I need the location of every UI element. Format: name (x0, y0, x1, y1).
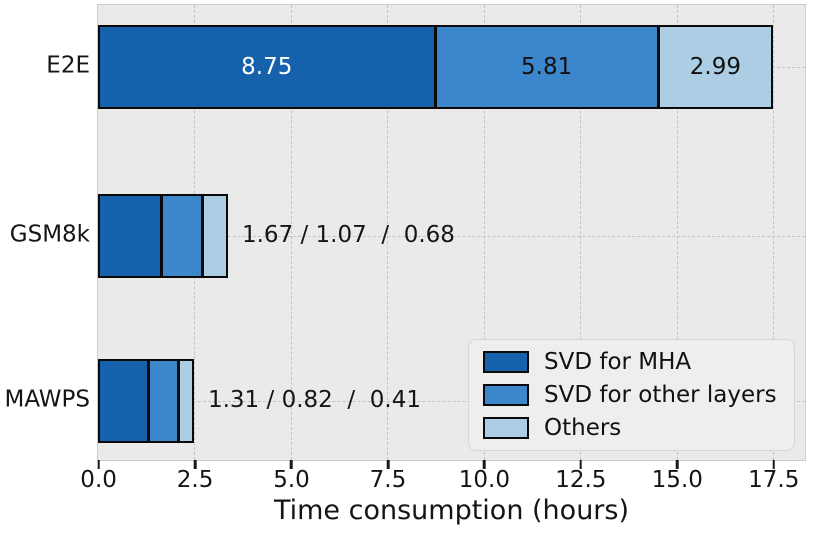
legend-entry: SVD for other layers (483, 382, 780, 408)
legend-swatch-others (483, 417, 529, 439)
bar-segment (178, 359, 194, 443)
category-label-mawps: MAWPS (4, 386, 90, 413)
bar-annotation: 1.31 / 0.82 / 0.41 (207, 386, 421, 413)
plot-area: 8.75 5.81 2.99 1.67 / 1.07 / 0.68 1.31 / 0.8… (97, 4, 806, 461)
x-tick-label: 12.5 (555, 467, 607, 493)
legend-entry: Others (483, 415, 780, 441)
bar-row-mawps (98, 359, 194, 443)
gridline-vertical (676, 5, 678, 460)
gridline-vertical (387, 5, 389, 460)
legend-entry: SVD for MHA (483, 349, 780, 375)
x-tick-label: 2.5 (176, 467, 214, 493)
x-tick-label: 15.0 (651, 467, 703, 493)
legend-swatch-svd-other-layers (483, 384, 529, 406)
bar-segment: 5.81 (434, 25, 659, 109)
x-tick-label: 7.5 (369, 467, 407, 493)
x-tick-mark (483, 460, 486, 469)
x-tick-label: 0.0 (80, 467, 117, 493)
legend-label: Others (544, 415, 622, 441)
legend: SVD for MHA SVD for other layers Others (468, 339, 795, 451)
x-tick-mark (579, 460, 583, 469)
x-tick-label: 10.0 (458, 467, 510, 493)
x-tick-mark (290, 460, 293, 469)
bar-value-label: 8.75 (241, 54, 293, 80)
gridline-vertical (290, 5, 292, 460)
gridline-horizontal (98, 236, 805, 237)
x-axis-label: Time consumption (hours) (273, 495, 630, 526)
legend-label: SVD for other layers (544, 382, 777, 408)
legend-swatch-svd-mha (483, 351, 529, 373)
x-tick-mark (386, 460, 390, 469)
x-tick-mark (772, 460, 776, 469)
gridline-vertical (483, 5, 485, 460)
bar-row-gsm8k (98, 194, 228, 278)
gridline-horizontal (98, 401, 805, 402)
x-tick-label: 5.0 (273, 467, 310, 493)
gridline-vertical (773, 5, 775, 460)
gridline-vertical (580, 5, 582, 460)
x-tick-label: 17.5 (748, 467, 800, 493)
bar-segment (98, 194, 163, 278)
bar-row-e2e: 8.75 5.81 2.99 (98, 25, 774, 109)
category-label-gsm8k: GSM8k (9, 221, 90, 248)
bar-value-label: 2.99 (689, 54, 741, 80)
bar-segment: 2.99 (657, 25, 774, 109)
bar-segment: 8.75 (98, 25, 436, 109)
bar-value-label: 5.81 (521, 54, 573, 80)
category-label-e2e: E2E (46, 52, 90, 79)
x-tick-mark (97, 460, 100, 469)
bar-segment (147, 359, 180, 443)
bar-segment (161, 194, 203, 278)
x-tick-mark (675, 460, 679, 469)
bar-segment (98, 359, 149, 443)
x-tick-mark (193, 460, 197, 469)
legend-label: SVD for MHA (544, 349, 692, 375)
bar-annotation: 1.67 / 1.07 / 0.68 (241, 221, 455, 248)
bar-segment (201, 194, 228, 278)
